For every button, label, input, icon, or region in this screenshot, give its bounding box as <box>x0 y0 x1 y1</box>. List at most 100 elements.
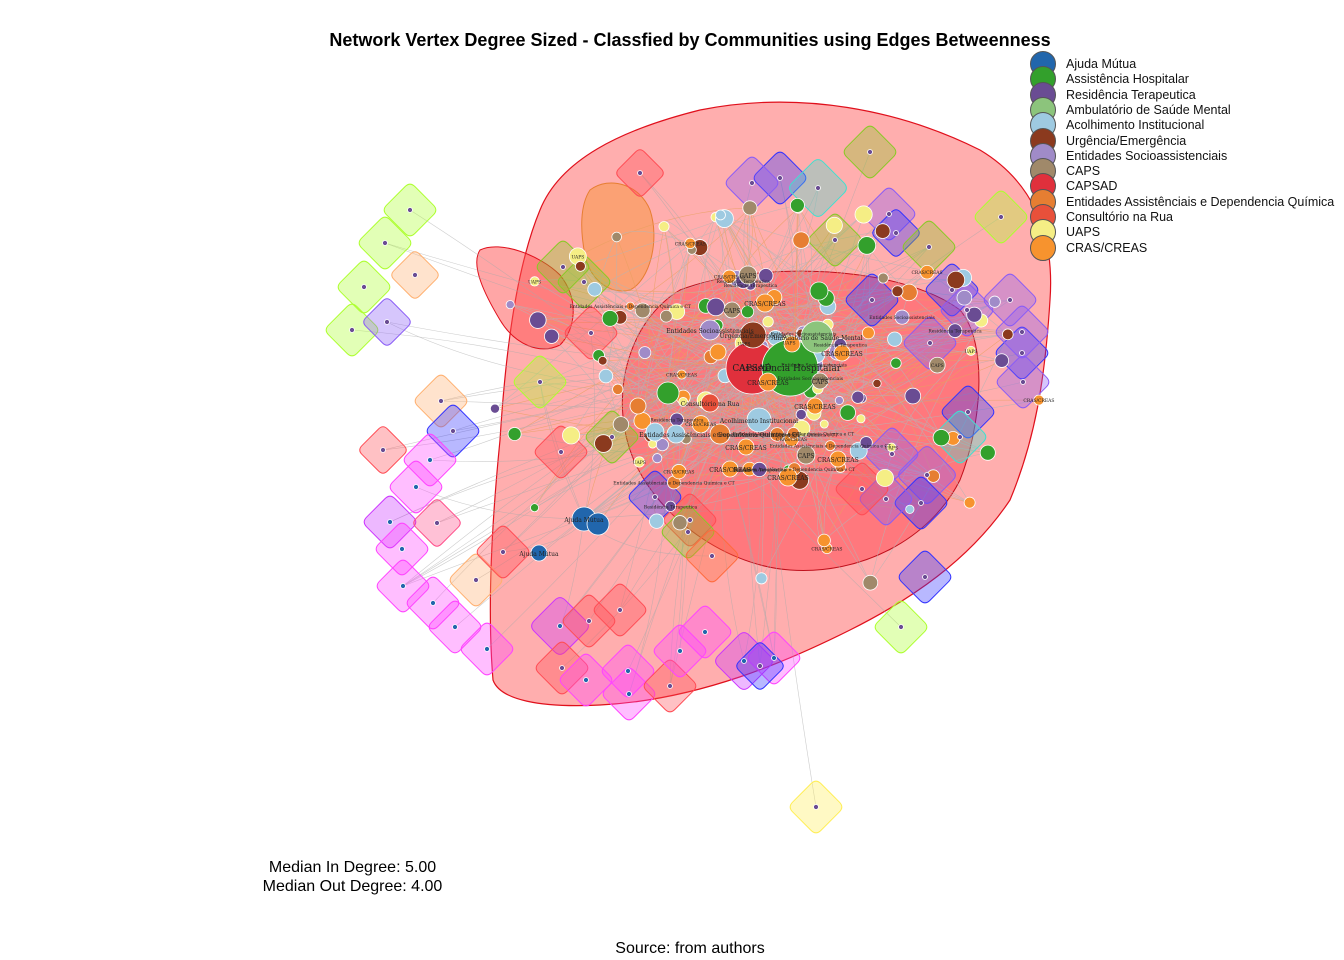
legend-label: Entidades Assistênciais e Dependencia Qu… <box>1066 194 1335 209</box>
network-edge <box>745 208 799 448</box>
network-node <box>956 289 973 306</box>
network-edge <box>817 330 956 389</box>
network-node <box>678 397 688 407</box>
network-node <box>581 279 587 285</box>
network-node <box>450 428 456 434</box>
network-edge <box>510 304 831 446</box>
network-edge <box>583 502 922 520</box>
network-node <box>489 403 500 414</box>
network-edge <box>620 329 711 425</box>
network-node <box>671 464 687 480</box>
network-node <box>746 407 772 433</box>
node-label: Entidades Socioassistenciais <box>781 362 847 368</box>
network-edge <box>719 433 892 448</box>
median-in-degree: Median In Degree: 5.00 <box>268 859 437 876</box>
network-node <box>629 397 647 415</box>
node-label: CAPS <box>931 363 944 369</box>
network-node <box>601 310 619 327</box>
network-node <box>626 691 632 697</box>
network-node <box>893 230 899 236</box>
network-node <box>530 503 540 513</box>
network-node <box>676 369 687 380</box>
node-label: Ajuda Mútua <box>518 551 559 558</box>
network-edge <box>539 381 760 421</box>
network-node <box>832 237 838 243</box>
network-node <box>438 398 444 404</box>
network-edge <box>823 277 964 541</box>
node-label: UAPS <box>571 254 584 260</box>
network-edge <box>719 433 775 659</box>
network-node <box>739 321 767 349</box>
network-node <box>795 408 807 421</box>
network-node <box>994 353 1010 368</box>
network-edge <box>580 266 748 313</box>
network-node <box>699 319 721 341</box>
chart-title: Network Vertex Degree Sized - Classfied … <box>329 30 1051 50</box>
network-node <box>434 520 440 526</box>
network-edge <box>602 360 726 380</box>
network-node <box>783 335 801 353</box>
network-node <box>666 424 686 444</box>
network-edge <box>619 392 669 611</box>
network-edge <box>402 518 585 587</box>
network-node <box>964 307 970 313</box>
network-edge <box>597 351 719 369</box>
network-edge <box>559 518 585 627</box>
network-node <box>684 237 696 250</box>
network-node <box>927 340 933 346</box>
network-node <box>413 484 419 490</box>
network-node <box>904 387 922 405</box>
node-label: UAPS <box>737 341 750 347</box>
network-node <box>412 272 418 278</box>
legend-label: CAPSAD <box>1066 179 1118 194</box>
network-edge <box>642 420 988 454</box>
network-node <box>700 393 720 413</box>
network-node <box>387 519 393 525</box>
node-label: Ambulatório de Saúde Mental <box>770 335 862 342</box>
network-node <box>658 221 670 233</box>
legend-swatch <box>1030 234 1056 261</box>
network-node <box>924 472 930 478</box>
network-edge <box>663 226 686 312</box>
network-node <box>583 677 589 683</box>
network-node <box>586 512 610 536</box>
network-nodes <box>349 149 1045 810</box>
node-label: Urgência/Emergência <box>720 333 787 340</box>
network-node <box>834 395 844 405</box>
network-node <box>529 311 547 329</box>
node-label: Entidades Socioassistenciais <box>666 328 753 335</box>
network-node <box>709 343 727 361</box>
node-label: CRAS/CREAS <box>911 270 942 276</box>
network-edge <box>628 433 721 695</box>
network-edge <box>861 278 885 399</box>
network-node <box>634 302 651 319</box>
network-node <box>723 301 741 319</box>
network-node <box>875 469 894 487</box>
network-edge <box>440 400 760 421</box>
network-edge <box>429 329 711 461</box>
network-node <box>544 328 560 344</box>
node-label: CRAS/CREAS <box>714 275 745 281</box>
network-node <box>919 265 935 280</box>
network-node <box>400 583 406 589</box>
network-node <box>800 320 834 354</box>
network-node <box>872 378 882 389</box>
network-node <box>722 269 737 284</box>
network-edge <box>642 207 751 422</box>
network-edge <box>758 419 777 659</box>
network-edge <box>594 289 995 303</box>
network-node <box>586 618 592 624</box>
node-label: Residência Terapeutica <box>650 417 704 424</box>
network-node <box>749 180 755 186</box>
node-label: CRAS/CREAS <box>675 241 706 247</box>
network-node <box>778 467 798 487</box>
network-node <box>966 306 983 323</box>
network-node <box>612 383 624 395</box>
node-label: Entidades Assistênciais e Dependencia Qu… <box>734 466 855 473</box>
network-node <box>769 427 785 442</box>
network-node <box>741 305 755 319</box>
legend-label: Ambulatório de Saúde Mental <box>1066 102 1231 117</box>
node-label: Entidades Assistênciais e Dependencia Qu… <box>716 431 837 438</box>
node-label: CAPS <box>811 379 828 386</box>
